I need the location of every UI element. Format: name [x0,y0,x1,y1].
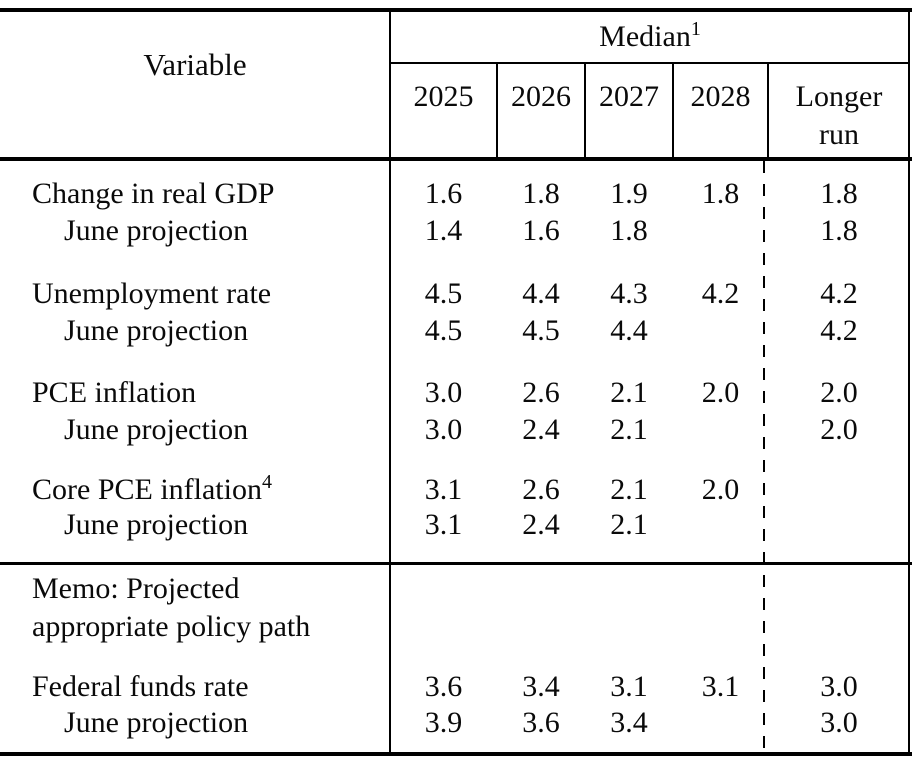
memo-heading: Memo: Projected appropriate policy path [0,570,388,646]
cell-2028 [673,211,768,251]
table-row-federal-funds-rate-june: June projection 3.9 3.6 3.4 3.0 [0,703,910,743]
column-header-longer-run: Longer run [768,78,910,154]
cell-2028: 3.1 [701,670,740,703]
memo-separator-rule [0,562,912,565]
cell-2026: 1.6 [522,214,560,247]
cell-2025: 3.0 [424,413,463,446]
cell-2028: 4.2 [701,277,740,310]
cell-2027: 4.4 [610,314,648,347]
cell-2027: 4.3 [610,277,648,310]
median-group-header: Median1 [390,16,910,58]
cell-2026: 2.4 [522,413,560,446]
column-header-2028: 2028 [690,80,751,113]
cell-2028 [673,505,768,545]
cell-longer-run: 4.2 [820,277,858,310]
cell-longer-run: 3.0 [820,706,858,739]
cell-2028: 2.0 [701,473,740,506]
longer-run-line1: Longer [795,80,883,113]
table-row-pce-inflation: PCE inflation 3.0 2.6 2.1 2.0 2.0 [0,373,910,413]
row-label: Change in real GDP [32,177,275,210]
column-header-2027: 2027 [599,80,659,113]
row-label: Federal funds rate [32,670,249,703]
row-label: Unemployment rate [32,277,272,310]
table-row-core-pce-inflation: Core PCE inflation4 3.1 2.6 2.1 2.0 [0,470,910,510]
cell-2026: 4.4 [522,277,560,310]
longer-run-dashed-divider [763,161,765,752]
cell-2027: 2.1 [610,473,648,506]
cell-2026: 2.4 [522,508,560,541]
cell-2025: 3.6 [424,670,463,703]
row-label: June projection [64,214,249,247]
table-row-unemployment: Unemployment rate 4.5 4.4 4.3 4.2 4.2 [0,274,910,314]
row-label: June projection [64,314,249,347]
table-row-unemployment-june: June projection 4.5 4.5 4.4 4.2 [0,311,910,351]
cell-2026: 3.6 [522,706,560,739]
cell-2028 [673,311,768,351]
cell-2026: 4.5 [522,314,560,347]
row-label: June projection [64,413,249,446]
table-row-pce-inflation-june: June projection 3.0 2.4 2.1 2.0 [0,410,910,450]
row-label: Core PCE inflation4 [32,471,272,506]
memo-line2: appropriate policy path [32,610,311,643]
column-header-2025: 2025 [413,80,474,113]
cell-2025: 3.0 [424,376,463,409]
divider-2025-2026 [496,64,498,157]
cell-2028: 1.8 [701,177,740,210]
cell-2028: 2.0 [701,376,740,409]
table-right-rule [908,8,910,756]
core-pce-footnote-superscript: 4 [261,471,272,493]
cell-2026: 1.8 [522,177,560,210]
cell-longer-run [768,505,910,545]
variable-column-divider [389,8,391,756]
cell-2025: 1.4 [424,214,463,247]
cell-2025: 1.6 [424,177,463,210]
divider-2027-2028 [672,64,674,157]
cell-longer-run: 2.0 [820,413,858,446]
cell-longer-run: 1.8 [820,214,858,247]
table-row-real-gdp-june: June projection 1.4 1.6 1.8 1.8 [0,211,910,251]
cell-2028 [673,703,768,743]
row-label: June projection [64,706,249,739]
cell-2027: 1.9 [610,177,648,210]
variable-column-header: Variable [143,47,247,82]
cell-2025: 3.1 [424,508,463,541]
cell-2025: 4.5 [424,277,463,310]
row-label: June projection [64,508,249,541]
divider-2026-2027 [584,64,586,157]
median-label: Median [599,20,691,53]
cell-2027: 2.1 [610,376,648,409]
cell-longer-run: 4.2 [820,314,858,347]
cell-2026: 3.4 [522,670,560,703]
cell-2027: 2.1 [610,508,648,541]
median-footnote-superscript: 1 [690,18,701,40]
cell-2027: 2.1 [610,413,648,446]
cell-longer-run: 1.8 [820,177,858,210]
table-bottom-rule [0,752,912,756]
cell-2027: 1.8 [610,214,648,247]
header-bottom-rule [0,157,912,161]
table-top-rule [0,8,912,12]
median-underline-rule [390,62,910,64]
cell-2025: 4.5 [424,314,463,347]
table-row-core-pce-inflation-june: June projection 3.1 2.4 2.1 [0,505,910,545]
divider-2028-longer-run [767,64,769,157]
memo-line1: Memo: Projected [32,572,240,605]
cell-2026: 2.6 [522,376,560,409]
cell-2025: 3.1 [424,473,463,506]
longer-run-line2: run [819,118,859,151]
cell-2028 [673,410,768,450]
cell-2027: 3.4 [610,706,648,739]
table-row-real-gdp: Change in real GDP 1.6 1.8 1.9 1.8 1.8 [0,174,910,214]
cell-2025: 3.9 [424,706,463,739]
cell-2027: 3.1 [610,670,648,703]
cell-longer-run: 2.0 [820,376,858,409]
cell-2026: 2.6 [522,473,560,506]
row-label: PCE inflation [32,376,197,409]
cell-longer-run [768,470,910,510]
column-header-2026: 2026 [511,80,571,113]
cell-longer-run: 3.0 [820,670,858,703]
table-row-federal-funds-rate: Federal funds rate 3.6 3.4 3.1 3.1 3.0 [0,667,910,707]
